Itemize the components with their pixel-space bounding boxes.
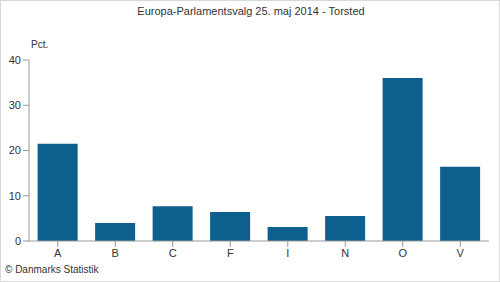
svg-text:I: I xyxy=(286,247,289,259)
svg-text:F: F xyxy=(227,247,234,259)
svg-text:O: O xyxy=(398,247,407,259)
svg-text:N: N xyxy=(341,247,349,259)
svg-text:40: 40 xyxy=(9,54,21,66)
svg-text:C: C xyxy=(169,247,177,259)
svg-text:V: V xyxy=(457,247,465,259)
svg-text:A: A xyxy=(54,247,62,259)
html-text:© Danmarks Statistik: © Danmarks Statistik xyxy=(5,264,99,275)
svg-text:10: 10 xyxy=(9,190,21,202)
svg-text:B: B xyxy=(112,247,119,259)
svg-text:0: 0 xyxy=(15,235,21,247)
svg-text:30: 30 xyxy=(9,99,21,111)
html-text:Europa-Parlamentsvalg 25. maj: Europa-Parlamentsvalg 25. maj 2014 - Tor… xyxy=(137,5,365,17)
svg-text:20: 20 xyxy=(9,144,21,156)
html-text:Pct.: Pct. xyxy=(31,39,49,50)
